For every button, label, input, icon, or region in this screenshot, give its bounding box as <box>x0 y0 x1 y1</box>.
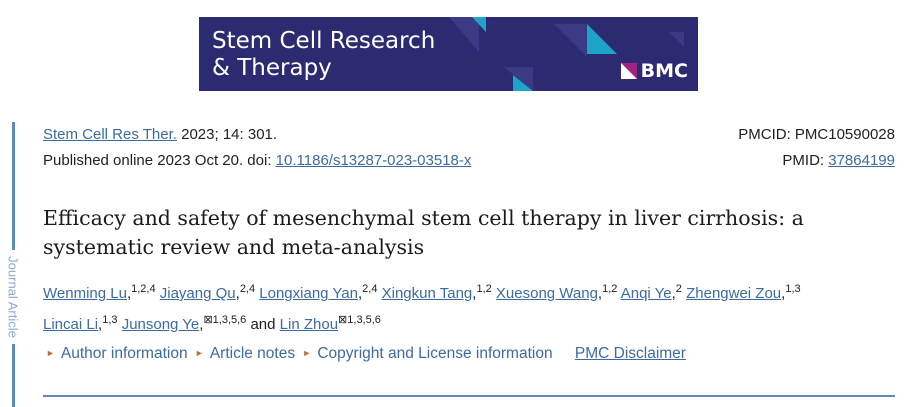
author-link[interactable]: Xingkun Tang <box>381 285 473 302</box>
doi-link[interactable]: 10.1186/s13287-023-03518-x <box>275 152 472 169</box>
author-link[interactable]: Jiayang Qu <box>159 285 236 302</box>
article-info-links: ► Author information ► Article notes ► Copy… <box>43 345 686 363</box>
author-affiliation: 2 <box>675 283 682 295</box>
citation-volume: 2023; 14: 301. <box>181 126 278 143</box>
journal-banner[interactable]: Stem Cell Research & Therapy BMC <box>199 17 698 91</box>
citation-line: Stem Cell Res Ther. 2023; 14: 301. <box>43 126 277 143</box>
author-link[interactable]: Xuesong Wang <box>495 285 598 302</box>
author-affiliation: 1,3 <box>102 314 118 326</box>
pmid-label: PMID: <box>782 152 829 169</box>
journal-title-logo: Stem Cell Research & Therapy <box>212 28 436 81</box>
author-link[interactable]: Wenming Lu <box>43 285 127 302</box>
author-link[interactable]: Lincai Li <box>43 316 99 333</box>
bmc-logo: BMC <box>620 60 688 82</box>
author-affiliation: 1,2 <box>602 283 618 295</box>
article-type-label: Journal Article <box>5 256 21 338</box>
author-affiliation: ⊠1,3,5,6 <box>338 314 381 326</box>
triangle-right-icon: ► <box>194 348 204 358</box>
published-date: Published online 2023 Oct 20. doi: <box>43 152 276 169</box>
author-list: Wenming Lu,1,2,4 Jiayang Qu,2,4 Longxian… <box>43 283 801 333</box>
article-notes-toggle[interactable]: Article notes <box>209 345 296 362</box>
published-line: Published online 2023 Oct 20. doi: 10.11… <box>43 152 471 169</box>
and-text: and <box>250 316 276 333</box>
journal-link[interactable]: Stem Cell Res Ther. <box>43 126 177 143</box>
section-divider <box>43 395 895 397</box>
author-affiliation: 1,2 <box>476 283 492 295</box>
sidebar-rule <box>12 122 15 250</box>
author-affiliation: 2,4 <box>362 283 378 295</box>
author-link[interactable]: Lin Zhou <box>279 316 339 333</box>
author-link[interactable]: Zhengwei Zou <box>686 285 782 302</box>
pmc-disclaimer-link[interactable]: PMC Disclaimer <box>574 345 686 362</box>
triangle-right-icon: ► <box>46 348 55 358</box>
author-link[interactable]: Junsong Ye <box>121 316 200 333</box>
banner-triangles-decoration <box>449 17 684 91</box>
article-title: Efficacy and safety of mesenchymal stem … <box>43 206 804 259</box>
bmc-logo-icon <box>620 63 637 79</box>
author-affiliation: 2,4 <box>239 283 256 295</box>
pmid-link[interactable]: 37864199 <box>828 152 895 169</box>
author-affiliation: ⊠1,3,5,6 <box>203 314 247 326</box>
sidebar-rule <box>12 344 15 407</box>
triangle-right-icon: ► <box>302 348 312 358</box>
author-affiliation: 1,2,4 <box>131 283 156 295</box>
copyright-license-toggle[interactable]: Copyright and License information <box>317 345 553 362</box>
pmid: PMID: 37864199 <box>782 152 895 169</box>
pmcid: PMCID: PMC10590028 <box>738 126 895 143</box>
author-affiliation: 1,3 <box>785 283 801 295</box>
author-link[interactable]: Longxiang Yan <box>259 285 358 302</box>
author-link[interactable]: Anqi Ye <box>620 285 672 302</box>
author-information-toggle[interactable]: Author information <box>60 345 188 362</box>
